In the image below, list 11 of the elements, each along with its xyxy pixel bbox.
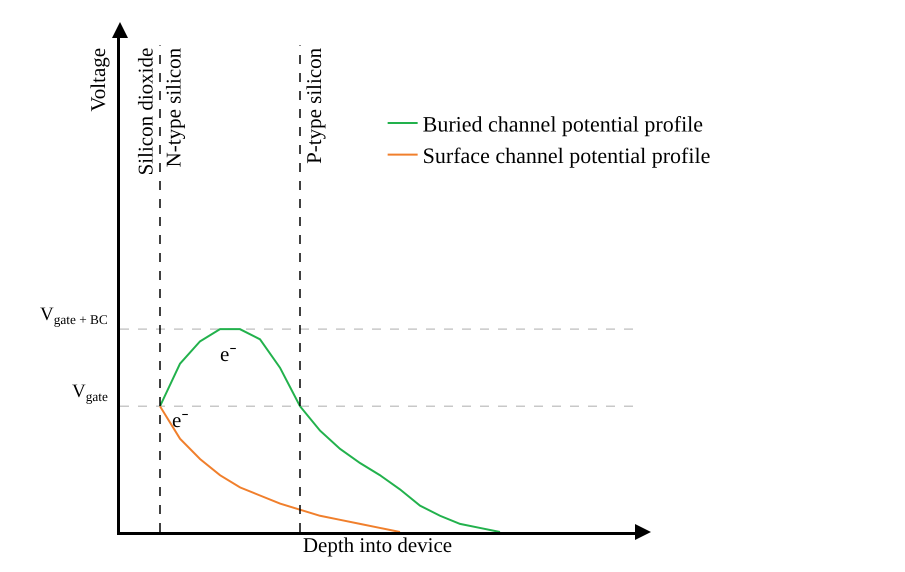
annotation: e⁻ <box>220 342 236 366</box>
text: Silicon dioxide <box>134 48 158 176</box>
text: Voltage <box>86 48 110 112</box>
legend-label: Surface channel potential profile <box>422 143 710 168</box>
text: N-type silicon <box>162 47 186 168</box>
x-axis-title: Depth into device <box>302 532 452 557</box>
ref-line-label: V$_{gate + BC}$ <box>40 304 108 327</box>
ref-line-label: V$_{gate}$ <box>72 381 108 404</box>
legend-label: Buried channel potential profile <box>422 112 704 137</box>
annotation: e⁻ <box>172 408 188 432</box>
text: P-type silicon <box>302 47 326 164</box>
